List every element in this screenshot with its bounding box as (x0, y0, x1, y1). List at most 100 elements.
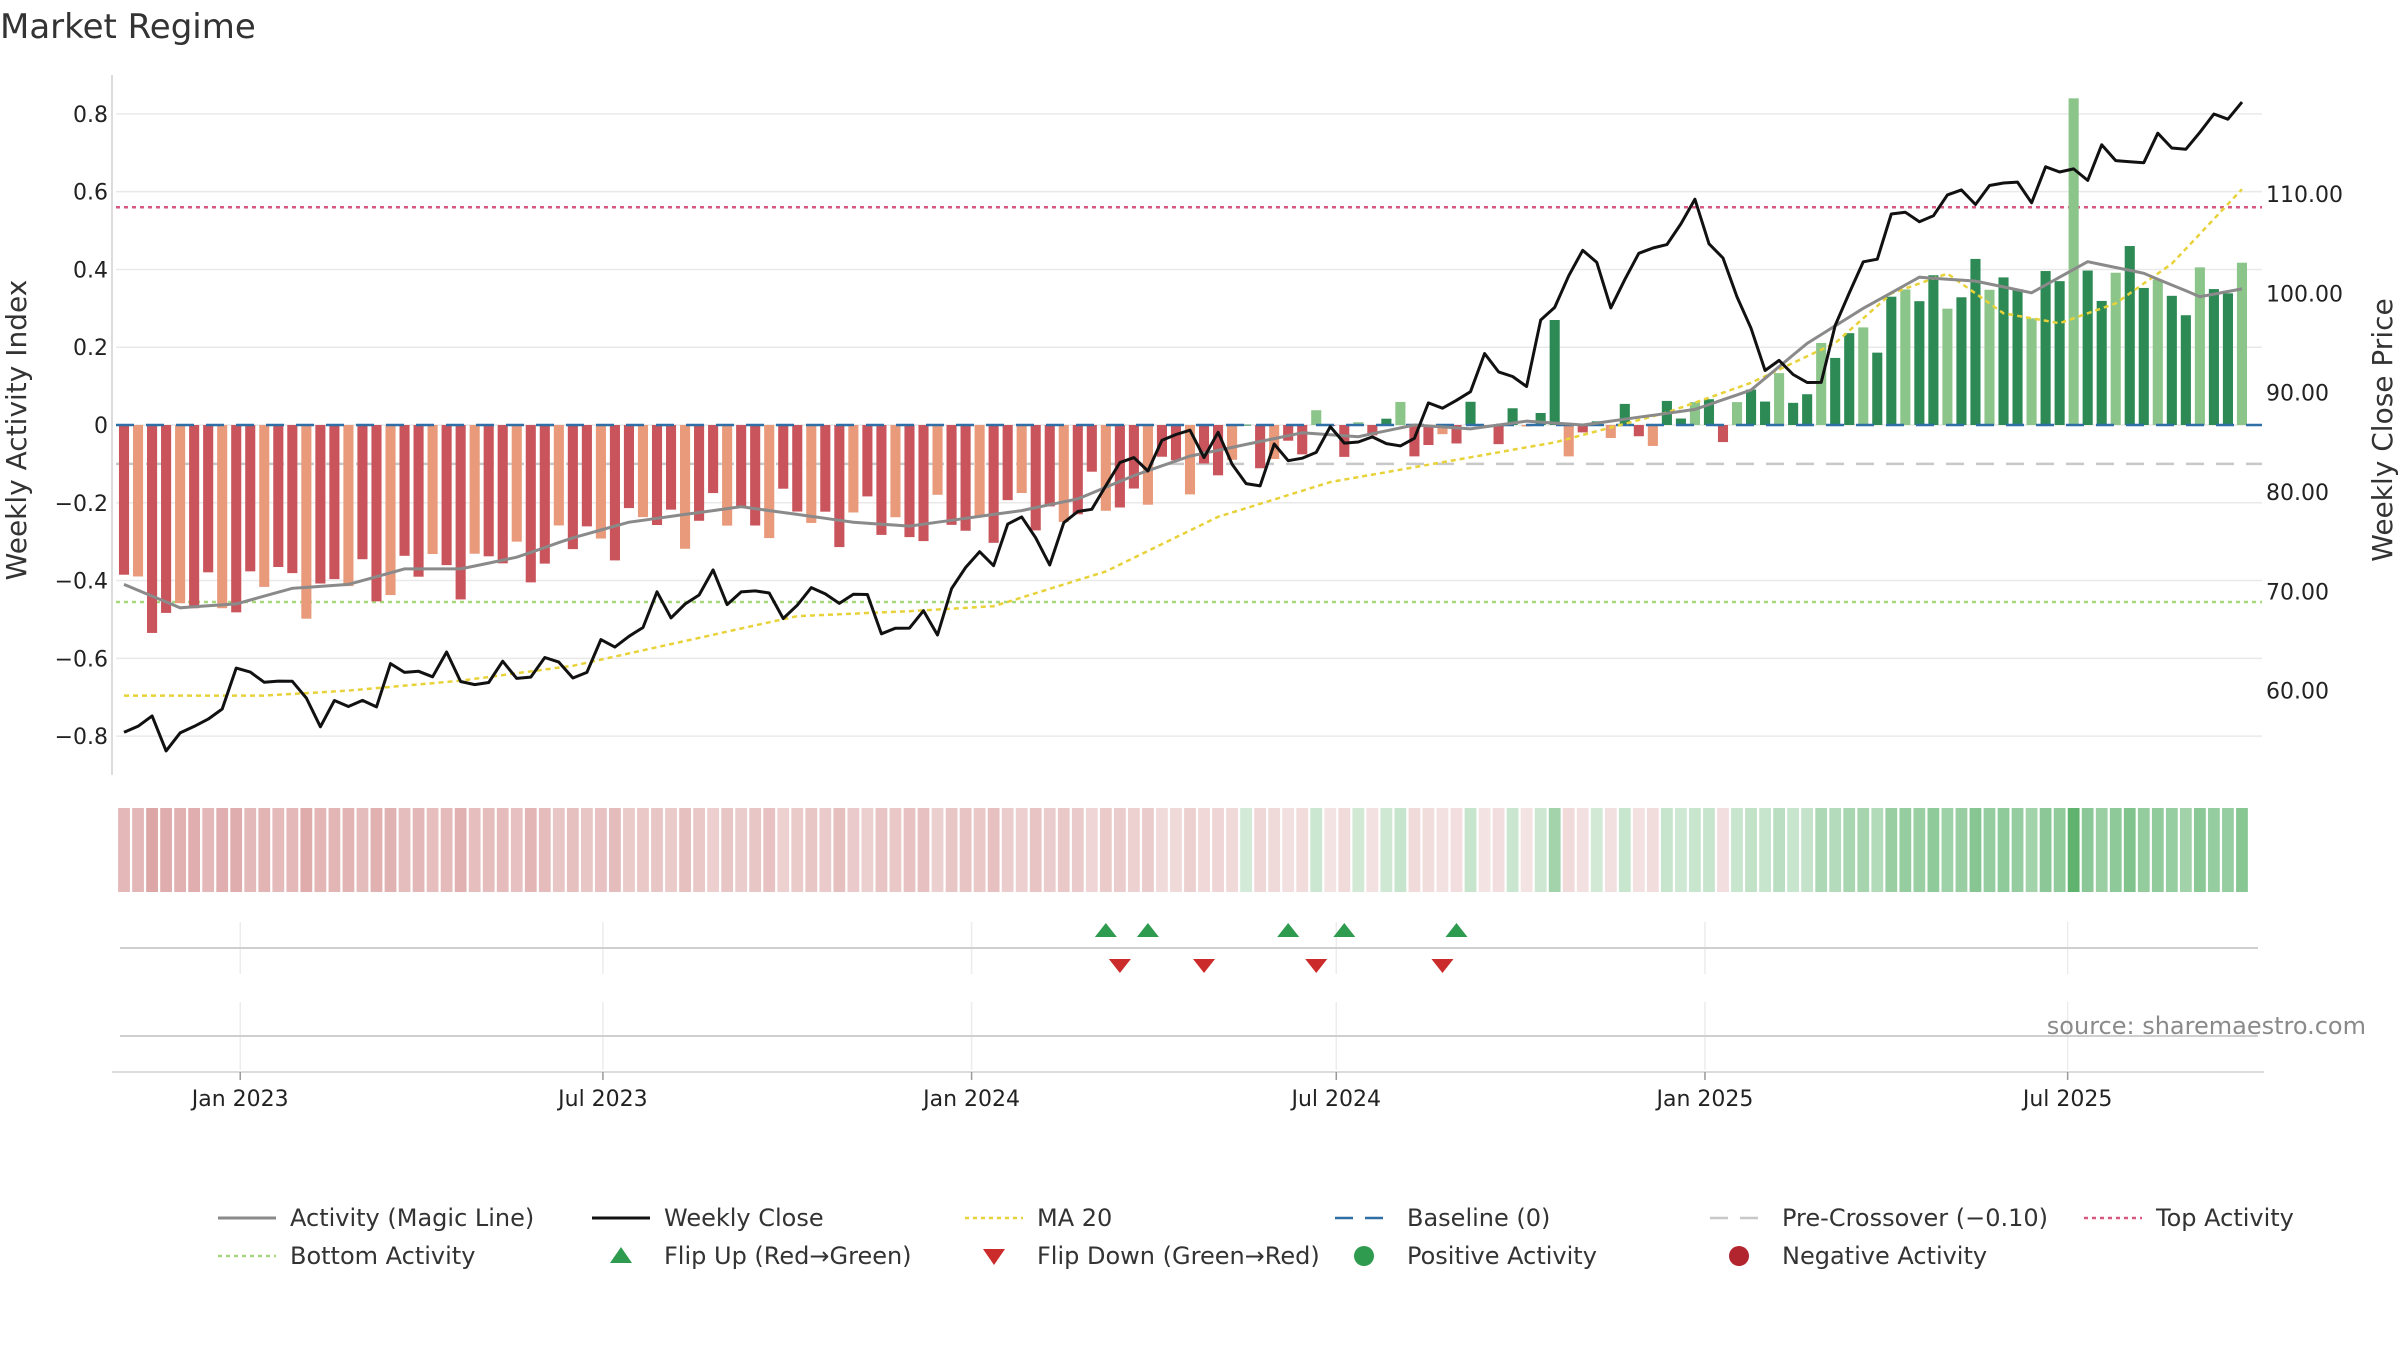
regime-cell (1156, 808, 1168, 892)
regime-cell (1955, 808, 1968, 892)
x-tick-label: Jul 2025 (2021, 1087, 2113, 1112)
regime-cell (1941, 808, 1954, 892)
regime-cell (623, 808, 635, 892)
activity-bar (132, 425, 144, 577)
y2-tick-label: 100.00 (2266, 282, 2343, 307)
activity-bar (1774, 373, 1785, 425)
regime-cell (440, 808, 453, 892)
activity-bar (1465, 401, 1476, 425)
main-panel: −0.8 −0.6 −0.4 −0.2 0 0.2 0.4 0.6 0.8 60.00 70.00 8… (55, 75, 2343, 775)
regime-cell (1085, 808, 1098, 892)
activity-bar (623, 425, 635, 509)
activity-bar (2110, 272, 2121, 425)
y-tick-label: −0.4 (55, 570, 108, 595)
regime-cell (2123, 808, 2136, 892)
activity-bar (441, 425, 452, 566)
activity-bar (497, 425, 508, 564)
regime-cell (1548, 808, 1561, 892)
activity-bar (1830, 357, 1841, 425)
activity-bar (259, 425, 270, 587)
regime-cell (2039, 808, 2052, 892)
activity-bar (1633, 425, 1644, 437)
activity-bar (1970, 258, 1981, 425)
regime-cell (651, 808, 663, 892)
legend-item: MA 20 (965, 1204, 1112, 1232)
legend-item: Pre-Crossover (−0.10) (1710, 1204, 2048, 1232)
legend-label: Positive Activity (1407, 1242, 1597, 1270)
activity-bar (1760, 401, 1771, 425)
weekly-close-line (123, 101, 2244, 753)
regime-cell (707, 808, 720, 892)
regime-cell (1829, 808, 1842, 892)
activity-bar (2012, 289, 2023, 425)
regime-cell (132, 808, 144, 892)
regime-cell (1745, 808, 1757, 892)
legend-label: Flip Up (Red→Green) (664, 1242, 912, 1270)
activity-bar (1717, 425, 1729, 443)
flip-up-marker (1094, 923, 1117, 937)
regime-cell (1576, 808, 1589, 892)
regime-cell (2208, 808, 2220, 892)
regime-cell (1759, 808, 1771, 892)
activity-bar (736, 425, 747, 508)
regime-cell (917, 808, 930, 892)
regime-cell (1478, 808, 1491, 892)
regime-cell (412, 808, 425, 892)
regime-cell (665, 808, 677, 892)
regime-cell (2081, 808, 2094, 892)
regime-cell (1534, 808, 1547, 892)
activity-bar (1956, 297, 1967, 425)
regime-cell (118, 808, 130, 892)
legend-swatch (1729, 1246, 1749, 1266)
regime-cell (482, 808, 495, 892)
activity-bar (1409, 425, 1420, 457)
regime-cell (1212, 808, 1224, 892)
y-tick-label: 0.6 (73, 181, 108, 206)
legend-item: Weekly Close (592, 1204, 824, 1232)
activity-bar (301, 425, 312, 619)
activity-bar (1900, 289, 1911, 425)
activity-bar (1858, 327, 1869, 425)
regime-cell (2011, 808, 2024, 892)
regime-cell (2151, 808, 2164, 892)
legend-label: Top Activity (2155, 1204, 2294, 1232)
regime-cell (1492, 808, 1505, 892)
legend-label: MA 20 (1037, 1204, 1112, 1232)
activity-bar (1802, 394, 1813, 425)
activity-bar (1788, 402, 1799, 425)
regime-cell (244, 808, 257, 892)
activity-bar (567, 425, 578, 550)
legend-item: Baseline (0) (1335, 1204, 1550, 1232)
activity-bar (2152, 279, 2163, 425)
regime-cell (679, 808, 691, 892)
activity-bar (2026, 318, 2037, 425)
regime-cell (1099, 808, 1112, 892)
activity-bar (680, 425, 691, 549)
activity-bar (1381, 418, 1392, 425)
legend-item: Activity (Magic Line) (218, 1204, 534, 1232)
activity-bar (357, 425, 368, 560)
y-tick-label: 0.8 (73, 103, 108, 128)
regime-cell (1240, 808, 1252, 892)
regime-cell (1464, 808, 1477, 892)
activity-bar (820, 425, 831, 512)
activity-bar (1745, 389, 1757, 425)
activity-bar (1016, 425, 1027, 494)
activity-bar (1928, 275, 1939, 425)
flip-down-marker (1108, 959, 1131, 973)
legend-item: Top Activity (2084, 1204, 2294, 1232)
y2-tick-label: 90.00 (2266, 382, 2329, 407)
regime-cell (1282, 808, 1295, 892)
regime-cell (468, 808, 481, 892)
activity-bar (1493, 425, 1504, 445)
activity-bar (1605, 425, 1616, 438)
regime-cell (1352, 808, 1365, 892)
regime-cell (1113, 808, 1126, 892)
legend-label: Flip Down (Green→Red) (1037, 1242, 1320, 1270)
regime-cell (987, 808, 1000, 892)
activity-bar (427, 425, 438, 555)
regime-cell (1015, 808, 1028, 892)
regime-cell (847, 808, 860, 892)
activity-bar (1886, 296, 1897, 425)
activity-bar (946, 425, 957, 525)
